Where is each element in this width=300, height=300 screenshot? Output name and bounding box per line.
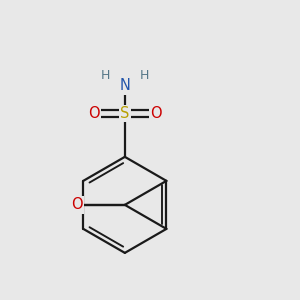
- Text: O: O: [88, 106, 100, 121]
- Text: N: N: [119, 79, 130, 94]
- Text: H: H: [140, 69, 149, 82]
- Text: H: H: [101, 69, 110, 82]
- Text: O: O: [71, 197, 83, 212]
- Text: S: S: [120, 106, 130, 121]
- Text: O: O: [150, 106, 162, 121]
